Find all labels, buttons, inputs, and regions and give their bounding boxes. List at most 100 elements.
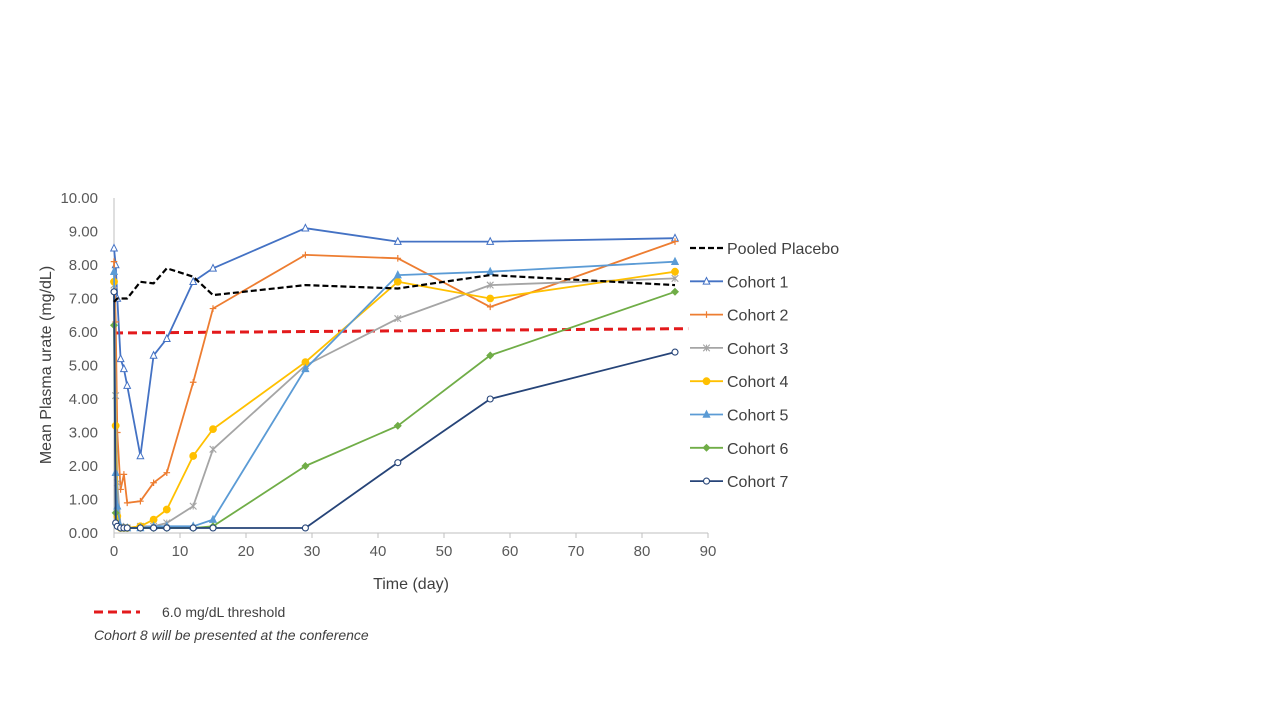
x-tick-label: 20: [238, 543, 255, 560]
legend-label-cohort-4: Cohort 4: [727, 374, 788, 391]
footnote: Cohort 8 will be presented at the confer…: [94, 627, 369, 643]
data-point-cohort-5: [301, 363, 310, 373]
data-point-cohort-1: [123, 380, 132, 389]
series-cohort-1: [109, 223, 680, 460]
notes: 6.0 mg/dL threshold Cohort 8 will be pre…: [94, 604, 369, 643]
x-axis-title: Time (day): [373, 576, 449, 593]
data-point-cohort-6: [670, 287, 680, 296]
data-point-cohort-2: [163, 469, 171, 476]
legend-item-cohort-2: Cohort 2: [690, 308, 788, 325]
data-point-cohort-2: [209, 305, 217, 312]
series-line-cohort-1: [113, 227, 676, 457]
data-point-cohort-1: [208, 263, 218, 272]
legend-item-cohort-4: Cohort 4: [690, 374, 788, 391]
data-point-cohort-2: [189, 378, 197, 386]
x-tick-label: 90: [700, 543, 717, 560]
threshold-layer: [113, 327, 689, 335]
data-point-cohort-1: [486, 236, 495, 245]
legend-label-cohort-5: Cohort 5: [727, 408, 788, 425]
data-point-cohort-4: [393, 277, 402, 286]
data-point-cohort-7: [209, 524, 217, 532]
data-point-cohort-1: [116, 353, 125, 363]
series-layer: [109, 223, 680, 532]
legend-label-pooled-placebo: Pooled Placebo: [727, 241, 839, 258]
x-tick-label: 50: [436, 543, 453, 560]
axes: 0.00 1.00 2.00 3.00 4.00 5.00 6.00 7.00 8.00 9.00…: [60, 190, 716, 560]
legend-label-cohort-1: Cohort 1: [727, 274, 788, 291]
y-tick-label: 3.00: [69, 425, 98, 442]
data-point-cohort-4: [486, 294, 495, 303]
data-point-cohort-2: [120, 471, 128, 478]
series-line-pooled-placebo: [113, 267, 676, 303]
data-point-cohort-7: [110, 288, 118, 296]
data-point-cohort-7: [486, 395, 494, 403]
data-point-cohort-1: [162, 333, 171, 342]
data-point-cohort-5: [109, 266, 119, 275]
data-point-cohort-7: [123, 524, 131, 532]
data-point-cohort-2: [150, 479, 157, 487]
series-pooled-placebo: [113, 267, 676, 303]
data-point-cohort-1: [109, 243, 119, 252]
x-tick-label: 0: [110, 543, 118, 560]
data-point-cohort-3: [189, 502, 197, 510]
data-point-cohort-1: [301, 223, 310, 232]
data-point-cohort-3: [209, 445, 217, 453]
legend-label-cohort-7: Cohort 7: [727, 474, 788, 491]
threshold-line: [113, 327, 689, 335]
legend-marker-cohort-7: [702, 477, 711, 485]
legend-marker-cohort-6: [702, 443, 711, 452]
series-cohort-3: [110, 274, 679, 532]
data-point-cohort-1: [393, 236, 402, 245]
data-point-cohort-5: [393, 270, 402, 279]
data-point-cohort-7: [163, 524, 171, 532]
x-tick-label: 60: [502, 543, 519, 560]
data-point-cohort-1: [149, 350, 158, 359]
x-tick-label: 10: [172, 543, 189, 560]
data-point-cohort-2: [123, 499, 131, 507]
data-point-cohort-2: [486, 303, 494, 311]
data-point-cohort-3: [671, 274, 679, 283]
data-point-cohort-7: [189, 524, 197, 532]
series-cohort-6: [109, 287, 680, 532]
data-point-cohort-1: [136, 451, 145, 460]
legend-item-pooled-placebo: Pooled Placebo: [690, 241, 839, 258]
data-point-cohort-2: [137, 497, 144, 505]
legend-item-cohort-5: Cohort 5: [690, 408, 788, 425]
data-point-cohort-7: [301, 524, 309, 532]
data-point-cohort-2: [671, 238, 679, 245]
y-tick-label: 7.00: [69, 291, 98, 308]
data-point-cohort-1: [189, 276, 198, 286]
y-tick-label: 6.00: [69, 324, 98, 341]
threshold-legend-label: 6.0 mg/dL threshold: [162, 604, 285, 620]
y-tick-label: 5.00: [69, 358, 98, 375]
y-tick-label: 2.00: [69, 458, 98, 475]
data-point-cohort-4: [671, 267, 679, 276]
data-point-cohort-7: [150, 524, 158, 532]
legend-item-cohort-7: Cohort 7: [690, 474, 788, 491]
series-cohort-2: [110, 238, 679, 507]
x-tick-label: 80: [634, 543, 651, 560]
legend-item-cohort-6: Cohort 6: [690, 441, 788, 458]
y-tick-label: 4.00: [69, 391, 98, 408]
legend-label-cohort-3: Cohort 3: [727, 341, 788, 358]
series-cohort-4: [110, 267, 679, 532]
data-point-cohort-7: [136, 524, 144, 532]
legend-label-cohort-2: Cohort 2: [727, 308, 788, 325]
series-cohort-7: [110, 288, 679, 532]
series-cohort-5: [109, 256, 680, 532]
x-tick-label: 70: [568, 543, 585, 560]
data-point-cohort-7: [671, 348, 679, 356]
legend-marker-cohort-1: [702, 276, 711, 285]
legend-item-cohort-1: Cohort 1: [690, 274, 788, 291]
legend-marker-cohort-2: [703, 311, 710, 318]
y-axis-title: Mean Plasma urate (mg/dL): [38, 266, 55, 464]
legend-label-cohort-6: Cohort 6: [727, 441, 788, 458]
y-tick-label: 0.00: [69, 525, 98, 542]
data-point-cohort-4: [209, 425, 217, 434]
data-point-cohort-6: [393, 421, 402, 430]
data-point-cohort-4: [162, 505, 171, 514]
data-point-cohort-3: [486, 281, 494, 289]
y-tick-label: 10.00: [60, 190, 98, 207]
data-point-cohort-5: [670, 256, 680, 265]
data-point-cohort-5: [486, 266, 495, 275]
